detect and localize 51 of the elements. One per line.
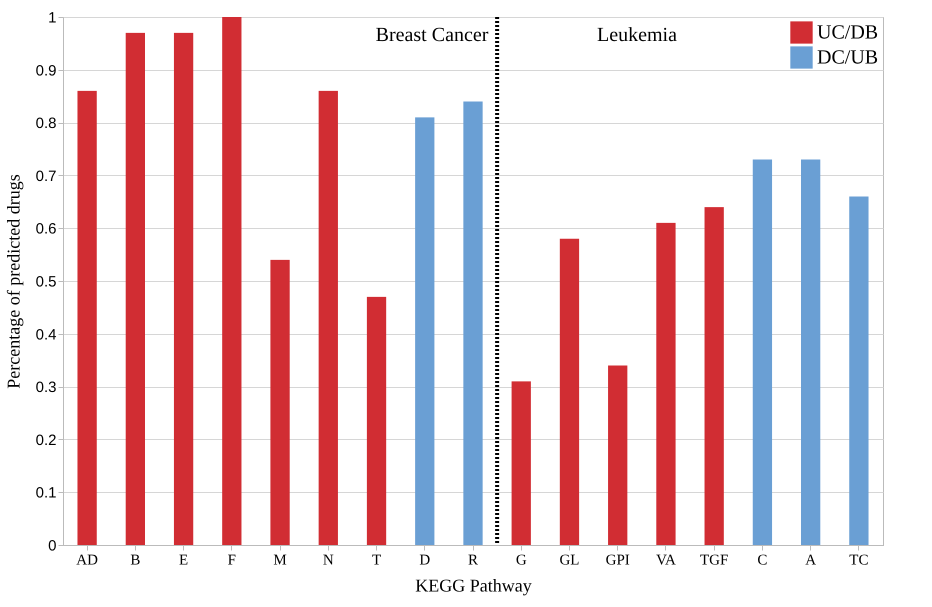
bar bbox=[512, 381, 531, 545]
bar bbox=[560, 238, 580, 545]
bar bbox=[752, 160, 772, 545]
bar bbox=[77, 90, 97, 545]
y-tick-label: 0.4 bbox=[36, 326, 56, 344]
bar bbox=[463, 101, 483, 545]
annotation: Leukemia bbox=[597, 24, 678, 46]
x-tick-label: B bbox=[130, 552, 140, 568]
x-tick-label: R bbox=[468, 552, 478, 568]
bar bbox=[849, 196, 869, 545]
y-tick-label: 0.8 bbox=[36, 115, 56, 132]
bar bbox=[608, 365, 628, 545]
y-tick-label: 0.1 bbox=[36, 484, 56, 502]
bar bbox=[415, 117, 434, 545]
x-tick-label: G bbox=[516, 552, 527, 568]
legend-label: DC/UB bbox=[817, 46, 878, 68]
bar bbox=[318, 90, 338, 545]
x-tick-label: TC bbox=[849, 552, 868, 568]
y-tick-label: 0.9 bbox=[36, 62, 56, 80]
x-tick-label: N bbox=[322, 552, 334, 568]
y-tick-label: 0.7 bbox=[36, 168, 56, 185]
y-tick-label: 0.6 bbox=[36, 220, 56, 238]
x-tick-label: AD bbox=[76, 552, 98, 568]
x-tick-label: VA bbox=[656, 552, 676, 568]
y-axis-title: Percentage of predicted drugs bbox=[4, 174, 24, 389]
bar bbox=[174, 32, 194, 545]
x-tick-label: A bbox=[805, 552, 816, 568]
x-tick-label: C bbox=[757, 552, 768, 568]
annotation: Breast Cancer bbox=[376, 24, 489, 46]
x-tick-label: T bbox=[372, 552, 382, 568]
bar bbox=[222, 17, 242, 545]
x-tick-label: TGF bbox=[700, 552, 728, 568]
y-tick-label: 0 bbox=[48, 538, 56, 554]
x-tick-label: E bbox=[179, 552, 188, 568]
y-tick-label: 0.2 bbox=[36, 432, 56, 449]
bar bbox=[270, 260, 290, 545]
x-tick-label: F bbox=[228, 552, 236, 568]
x-tick-label: GL bbox=[559, 552, 580, 568]
bar bbox=[656, 222, 676, 545]
x-tick-label: D bbox=[419, 552, 430, 568]
bar bbox=[366, 296, 386, 545]
legend-label: UC/DB bbox=[817, 22, 878, 44]
y-tick-label: 0.5 bbox=[36, 274, 56, 290]
bar bbox=[704, 207, 724, 545]
y-tick-label: 0.3 bbox=[36, 379, 56, 396]
y-tick-label: 1 bbox=[48, 10, 56, 26]
x-tick-label: GPI bbox=[606, 552, 630, 568]
bar bbox=[801, 160, 820, 545]
x-axis-title: KEGG Pathway bbox=[415, 576, 532, 596]
bar bbox=[126, 32, 145, 545]
x-tick-label: M bbox=[273, 552, 287, 568]
